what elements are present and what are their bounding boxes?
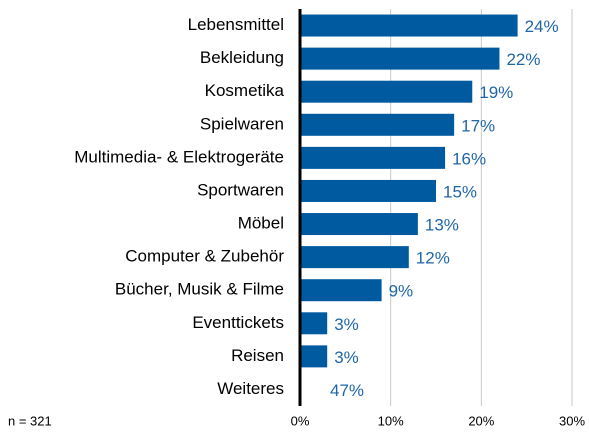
bar [300,345,328,368]
x-tick-label: 20% [468,413,494,428]
category-label: Reisen [231,346,284,365]
category-label: Bekleidung [200,48,284,67]
category-label: Eventtickets [192,313,284,332]
bar [300,14,518,37]
x-tick-label: 0% [291,413,310,428]
sample-note: n = 321 [8,413,52,428]
bar [300,146,446,169]
category-label: Computer & Zubehör [125,247,284,266]
value-label: 22% [506,50,540,69]
x-tick-label: 10% [378,413,404,428]
bar [300,47,500,70]
value-label: 12% [416,249,450,268]
value-label: 3% [334,348,359,367]
category-label: Spielwaren [200,114,284,133]
bar [300,179,436,202]
bar [300,312,328,335]
bar [300,80,473,103]
bar [300,213,418,236]
value-label: 24% [525,17,559,36]
x-tick-label: 30% [559,413,585,428]
category-label: Möbel [238,214,284,233]
category-label: Multimedia- & Elektrogeräte [74,147,284,166]
value-label: 15% [443,182,477,201]
category-label: Bücher, Musik & Filme [115,280,284,299]
value-label: 16% [452,149,486,168]
value-label: 9% [389,282,414,301]
value-label: 19% [479,83,513,102]
category-label: Kosmetika [205,81,285,100]
value-label: 3% [334,315,359,334]
bar [300,279,382,302]
bar [300,246,409,269]
value-label: 17% [461,116,495,135]
category-label: Weiteres [217,379,284,398]
value-label: 47% [330,381,364,400]
category-label: Sportwaren [197,180,284,199]
category-label: Lebensmittel [188,15,284,34]
value-label: 13% [425,216,459,235]
bar [300,113,455,136]
